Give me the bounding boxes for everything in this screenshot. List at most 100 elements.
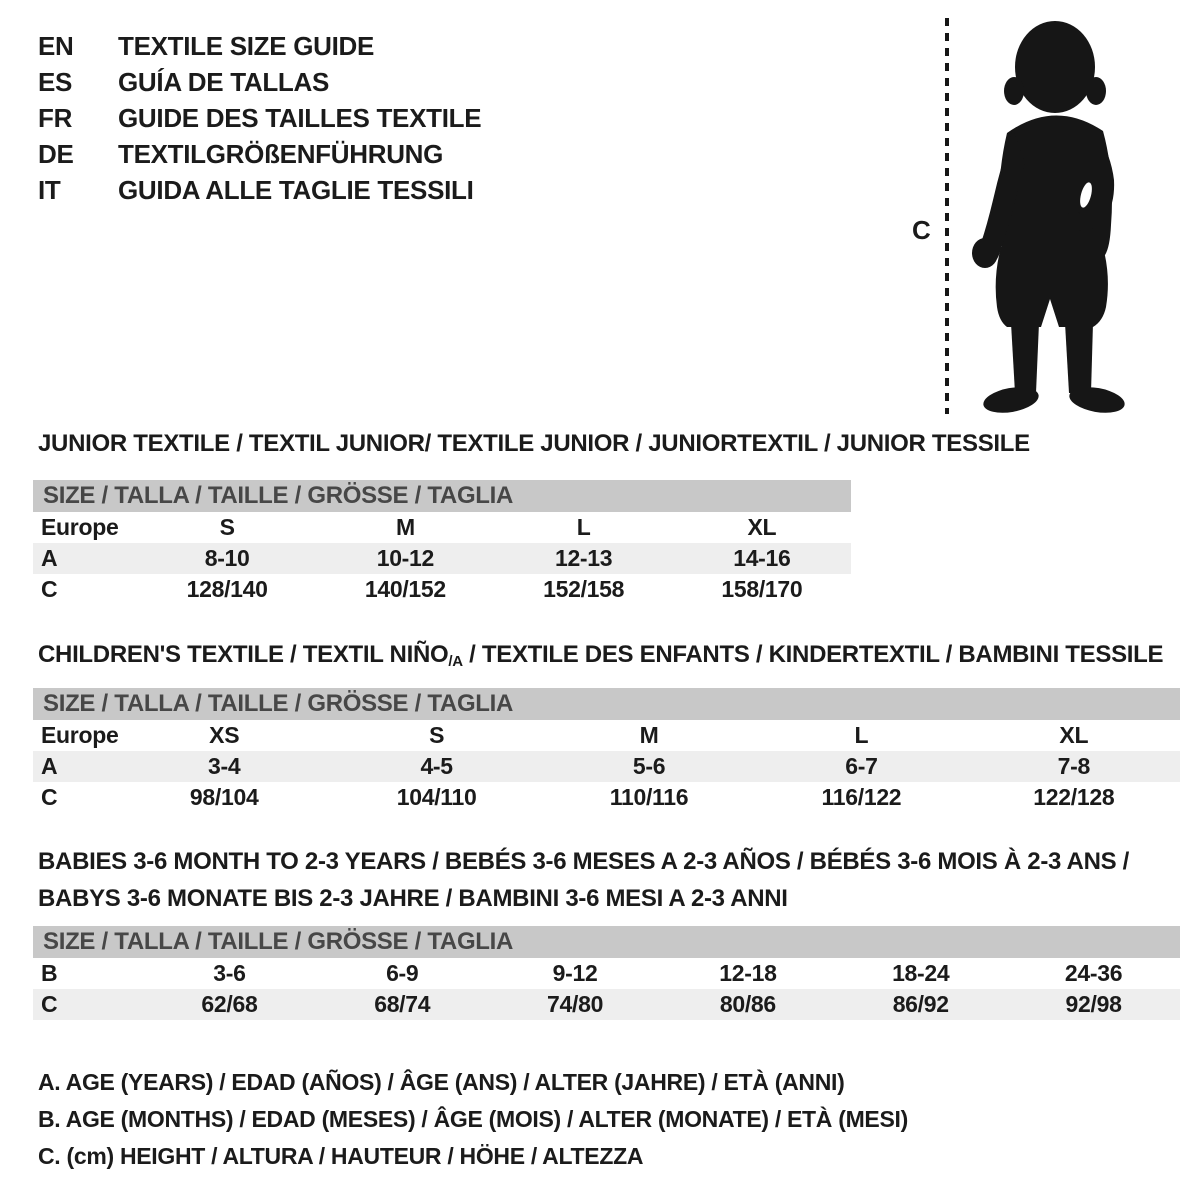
age-cell: 7-8: [1057, 753, 1091, 779]
age-cell: 14-16: [733, 545, 791, 571]
guide-title: GUIDE DES TAILLES TEXTILE: [118, 103, 482, 133]
height-cell: 110/116: [609, 784, 689, 810]
size-cell: XL: [747, 514, 777, 540]
height-cell: 104/110: [396, 784, 477, 810]
table-row: A 3-4 4-5 5-6 6-7 7-8: [33, 751, 1180, 782]
children-title-subscript: /A: [448, 653, 463, 670]
junior-size-table: SIZE / TALLA / TAILLE / GRÖSSE / TAGLIA …: [33, 480, 851, 605]
size-cell: S: [429, 722, 445, 748]
language-title-list: EN TEXTILE SIZE GUIDE ES GUÍA DE TALLAS …: [38, 28, 482, 208]
toddler-right-ear: [1086, 77, 1106, 105]
footnote-b: B. AGE (MONTHS) / EDAD (MESES) / ÂGE (MO…: [38, 1106, 908, 1132]
toddler-right-hand: [1063, 212, 1085, 232]
language-code: FR: [38, 103, 73, 133]
table-row: C 98/104 104/110 110/116 116/122 122/128: [33, 782, 1180, 813]
toddler-head: [1015, 21, 1095, 113]
row-label: A: [41, 753, 58, 779]
toddler-left-arm: [978, 129, 1025, 266]
size-header-bar: SIZE / TALLA / TAILLE / GRÖSSE / TAGLIA: [33, 480, 851, 512]
size-cell: L: [576, 514, 591, 540]
guide-title: GUIDA ALLE TAGLIE TESSILI: [118, 175, 474, 205]
height-measure-line: [945, 18, 949, 414]
age-cell: 24-36: [1064, 960, 1123, 986]
age-cell: 3-4: [208, 753, 241, 779]
size-cell: L: [854, 722, 869, 748]
footnote-a: A. AGE (YEARS) / EDAD (AÑOS) / ÂGE (ANS)…: [38, 1069, 845, 1095]
children-title-prefix: CHILDREN'S TEXTILE / TEXTIL NIÑO: [38, 641, 449, 668]
age-cell: 18-24: [892, 960, 950, 986]
language-code: DE: [38, 139, 74, 169]
table-row: C 128/140 140/152 152/158 158/170: [33, 574, 851, 605]
table-row: A 8-10 10-12 12-13 14-16: [33, 543, 851, 574]
row-label: C: [41, 991, 58, 1017]
size-cell: M: [395, 514, 415, 540]
language-row-en: EN TEXTILE SIZE GUIDE: [38, 28, 481, 64]
footnote-c: C. (cm) HEIGHT / ALTURA / HAUTEUR / HÖHE…: [38, 1143, 644, 1169]
junior-section-title: JUNIOR TEXTILE / TEXTIL JUNIOR/ TEXTILE …: [38, 430, 1030, 457]
age-cell: 10-12: [376, 545, 435, 571]
size-cell: XL: [1059, 722, 1089, 748]
toddler-right-foot: [1069, 387, 1125, 413]
height-cell: 68/74: [374, 991, 431, 1017]
age-cell: 6-7: [845, 753, 878, 779]
language-row-it: IT GUIDA ALLE TAGLIE TESSILI: [38, 172, 481, 208]
height-cell: 140/152: [364, 576, 446, 602]
height-cell: 128/140: [186, 576, 268, 602]
age-cell: 5-6: [632, 753, 666, 779]
height-cell: 86/92: [892, 991, 949, 1017]
guide-title: GUÍA DE TALLAS: [118, 67, 330, 97]
children-size-table: SIZE / TALLA / TAILLE / GRÖSSE / TAGLIA …: [33, 688, 1180, 813]
row-label: B: [41, 960, 58, 986]
size-header-bar: SIZE / TALLA / TAILLE / GRÖSSE / TAGLIA: [33, 926, 1180, 958]
footnote-legend: A. AGE (YEARS) / EDAD (AÑOS) / ÂGE (ANS)…: [38, 1064, 908, 1175]
height-cell: 62/68: [201, 991, 258, 1017]
size-cell: XS: [209, 722, 240, 748]
toddler-right-leg: [1065, 323, 1093, 393]
age-cell: 4-5: [420, 753, 453, 779]
row-label: C: [41, 784, 58, 810]
guide-title: TEXTILE SIZE GUIDE: [118, 31, 375, 61]
height-cell: 98/104: [189, 784, 259, 810]
age-cell: 12-18: [719, 960, 777, 986]
toddler-elbow-gap: [1080, 182, 1092, 208]
height-cell: 80/86: [719, 991, 776, 1017]
toddler-right-arm: [1069, 133, 1115, 231]
language-row-de: DE TEXTILGRÖßENFÜHRUNG: [38, 136, 481, 172]
babies-title-line1: BABIES 3-6 MONTH TO 2-3 YEARS / BEBÉS 3-…: [38, 848, 1130, 875]
language-code: ES: [38, 67, 73, 97]
toddler-left-foot: [983, 387, 1039, 413]
table-row: Europe S M L XL: [33, 512, 851, 543]
toddler-shorts: [995, 247, 1108, 327]
children-section-title: CHILDREN'S TEXTILE / TEXTIL NIÑO/A / TEX…: [38, 641, 1164, 670]
row-label: Europe: [41, 514, 119, 540]
guide-title: TEXTILGRÖßENFÜHRUNG: [118, 139, 444, 169]
size-header-bar: SIZE / TALLA / TAILLE / GRÖSSE / TAGLIA: [33, 688, 1180, 720]
language-row-fr: FR GUIDE DES TAILLES TEXTILE: [38, 100, 482, 136]
height-cell: 122/128: [1033, 784, 1115, 810]
height-cell: 158/170: [721, 576, 803, 602]
babies-title-line2: BABYS 3-6 MONATE BIS 2-3 JAHRE / BAMBINI…: [38, 885, 788, 912]
height-cell: 92/98: [1065, 991, 1122, 1017]
age-cell: 8-10: [204, 545, 250, 571]
size-cell: S: [219, 514, 235, 540]
age-cell: 12-13: [554, 545, 613, 571]
babies-size-table: SIZE / TALLA / TAILLE / GRÖSSE / TAGLIA …: [33, 926, 1180, 1020]
row-label: C: [41, 576, 58, 602]
age-cell: 6-9: [386, 960, 419, 986]
language-row-es: ES GUÍA DE TALLAS: [38, 64, 481, 100]
age-cell: 9-12: [552, 960, 598, 986]
height-measure-label: C: [912, 215, 931, 245]
language-code: EN: [38, 31, 74, 61]
height-cell: 116/122: [821, 784, 902, 810]
table-row: B 3-6 6-9 9-12 12-18 18-24 24-36: [33, 958, 1180, 989]
row-label: Europe: [41, 722, 119, 748]
age-cell: 3-6: [213, 960, 246, 986]
row-label: A: [41, 545, 58, 571]
table-row: Europe XS S M L XL: [33, 720, 1180, 751]
toddler-silhouette-image: [972, 21, 1125, 413]
babies-section-title: BABIES 3-6 MONTH TO 2-3 YEARS / BEBÉS 3-…: [38, 843, 1129, 917]
toddler-left-ear: [1004, 77, 1024, 105]
toddler-left-hand: [972, 238, 998, 268]
toddler-left-leg: [1011, 323, 1039, 393]
